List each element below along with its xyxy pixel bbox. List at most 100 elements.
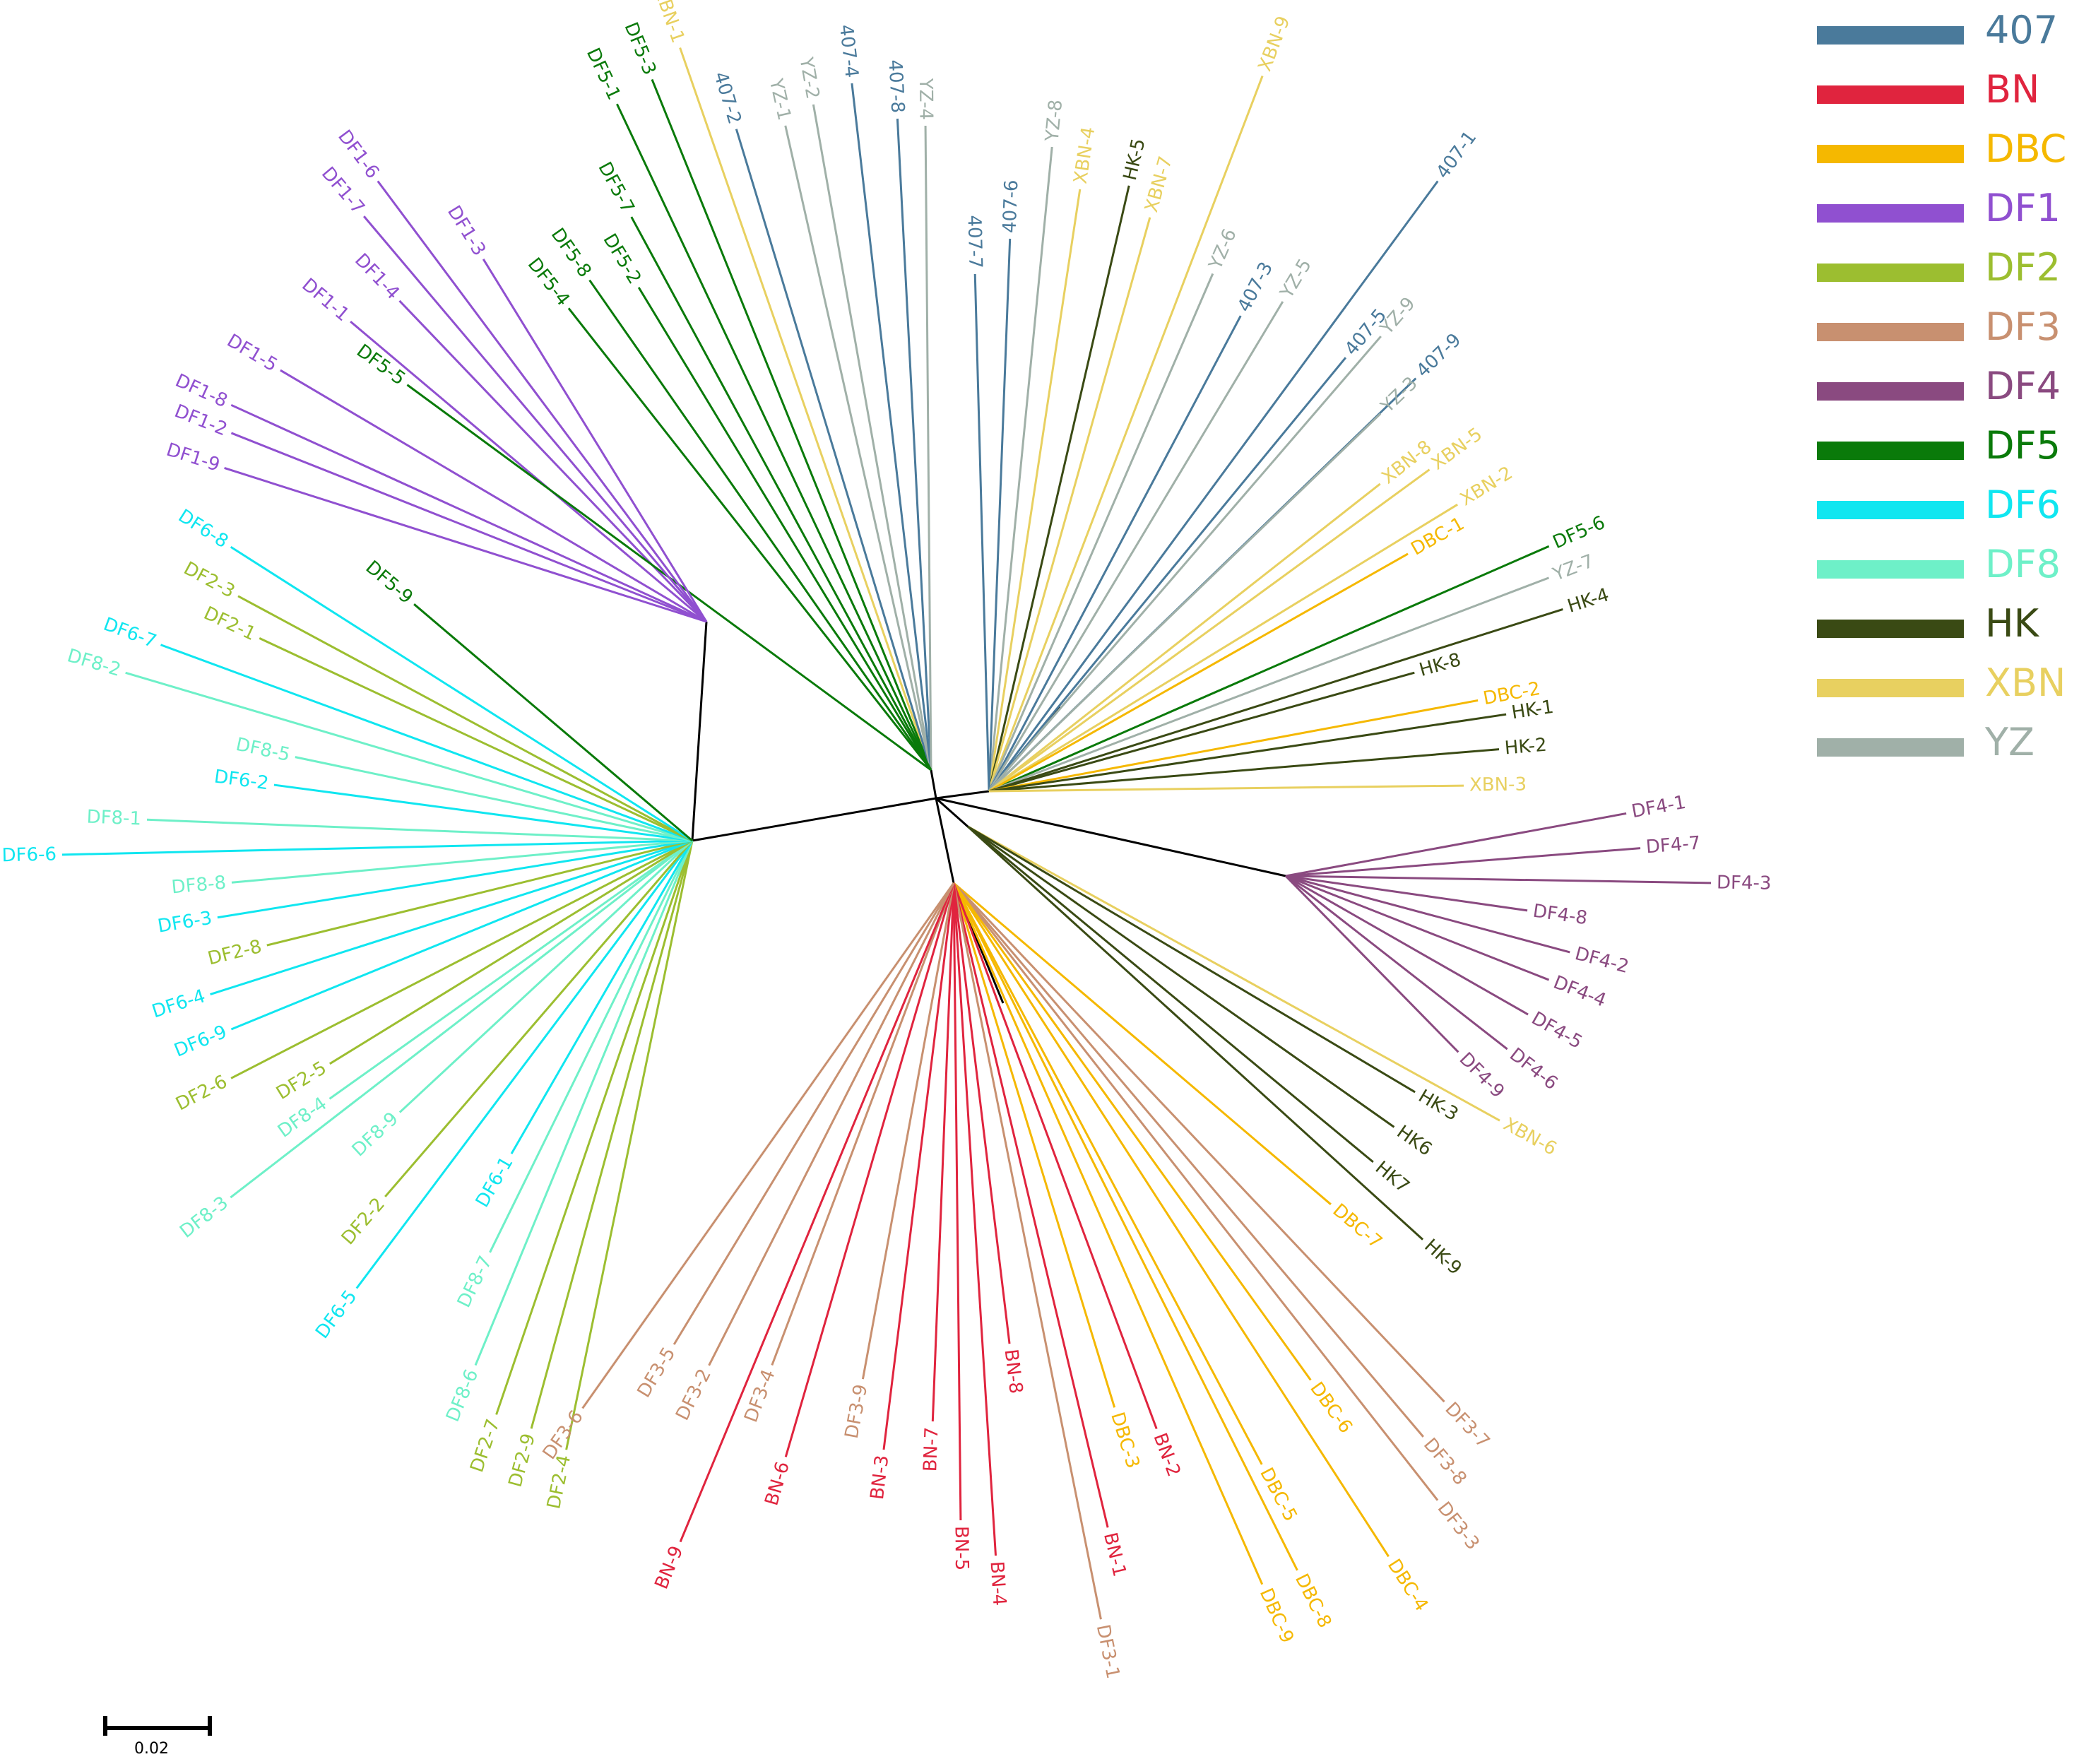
legend: 407 BN DBC DF1 DF2 DF3 DF4 DF5 DF6 DF8 HK XBN YZ: [1808, 0, 2079, 784]
leaf-branch: [952, 882, 1312, 1381]
legend-swatch: [1817, 382, 1964, 401]
leaf-branch: [952, 882, 997, 1556]
leaf-branch: [967, 825, 1374, 1164]
scale-bar-label: 0.02: [134, 1740, 169, 1758]
legend-swatch: [1817, 501, 1964, 519]
leaf-branch: [988, 545, 1550, 793]
leaf-label: BN-4: [986, 1561, 1010, 1606]
leaf-label: 407-1: [1433, 127, 1481, 183]
legend-swatch: [1817, 679, 1964, 697]
internal-branch: [935, 797, 969, 828]
leaf-label: DF8-8: [170, 872, 227, 899]
legend-item-dbc: DBC: [1808, 124, 2077, 174]
leaf-label: DF8-2: [65, 645, 124, 681]
legend-item-df5: DF5: [1808, 421, 2077, 470]
leaf-branch: [259, 637, 693, 842]
leaf-label: YZ-7: [1550, 550, 1597, 585]
leaf-branch: [988, 608, 1563, 793]
leaf-branch: [651, 78, 932, 771]
leaf-branch: [988, 189, 1082, 792]
legend-label: BN: [1985, 67, 2040, 112]
leaf-label: DF5-6: [1550, 512, 1609, 553]
leaf-branch: [329, 839, 693, 1065]
leaf-label: YZ-1: [765, 76, 795, 122]
leaf-branch: [931, 882, 955, 1422]
leaf-branch: [679, 882, 955, 1543]
leaf-branch: [952, 882, 1116, 1408]
tree-branches: [691, 621, 1286, 1004]
leaf-label: DF2-3: [180, 558, 238, 603]
leaf-label: XBN-6: [1500, 1113, 1560, 1159]
leaf-branch: [673, 882, 955, 1345]
leaf-label: DF5-3: [620, 19, 661, 78]
leaf-branch: [273, 783, 693, 842]
leaf-label: DF3-8: [1419, 1434, 1471, 1489]
leaf-label: DF3-4: [740, 1367, 779, 1426]
legend-label: DF3: [1985, 304, 2061, 349]
leaf-label: YZ-8: [1041, 99, 1067, 143]
leaf-label: 407-7: [964, 215, 986, 268]
legend-swatch: [1817, 264, 1964, 282]
leaf-label: DF3-3: [1433, 1498, 1483, 1553]
leaf-label: DF4-1: [1630, 792, 1688, 822]
leaf-branch: [988, 185, 1130, 792]
leaf-label: YZ-5: [1276, 255, 1316, 302]
leaf-branch: [988, 315, 1242, 792]
leaf-branch: [952, 882, 1264, 1585]
leaf-branch: [230, 839, 693, 1199]
leaf-label: BN-3: [867, 1454, 893, 1500]
leaf-label: BN-7: [920, 1426, 942, 1472]
legend-item-df2: DF2: [1808, 243, 2077, 292]
leaf-branch: [495, 840, 694, 1415]
leaf-branch: [708, 882, 955, 1366]
leaf-branch: [1285, 875, 1570, 954]
leaf-label: HK-9: [1420, 1236, 1465, 1279]
leaf-branch: [988, 576, 1550, 793]
legend-item-407: 407: [1808, 6, 2077, 55]
leaf-branch: [988, 552, 1409, 793]
leaf-branch: [1285, 875, 1508, 1050]
leaf-label: DF8-9: [348, 1108, 403, 1161]
leaf-branch: [217, 839, 693, 919]
leaf-branch: [237, 595, 693, 842]
legend-item-hk: HK: [1808, 599, 2077, 649]
leaf-branch: [952, 882, 962, 1521]
legend-label: DF2: [1985, 245, 2061, 290]
leaf-label: HK-5: [1120, 136, 1150, 182]
legend-item-bn: BN: [1808, 65, 2077, 114]
leaf-label: XBN-8: [1378, 437, 1435, 489]
leaf-branch: [1285, 875, 1529, 1016]
leaf-label: HK-2: [1504, 735, 1548, 759]
legend-item-df1: DF1: [1808, 184, 2077, 233]
leaf-branch: [988, 483, 1381, 793]
leaf-label: DF8-7: [454, 1253, 497, 1311]
leaf-branch: [988, 75, 1264, 792]
leaf-branch: [988, 180, 1439, 792]
leaf-label: DF2-1: [201, 603, 259, 645]
leaf-label: DF8-5: [234, 734, 292, 766]
leaf-label: DF5-9: [362, 557, 417, 608]
leaf-label: DF5-7: [593, 158, 638, 216]
leaf-branch: [952, 882, 1439, 1501]
leaf-label: DF6-9: [171, 1022, 230, 1062]
leaf-branch: [377, 180, 708, 622]
leaf-label: DF1-5: [223, 330, 281, 376]
scale-bar-tick-left: [103, 1716, 107, 1736]
legend-item-df4: DF4: [1808, 362, 2077, 411]
leaf-label: BN-1: [1099, 1530, 1130, 1578]
leaf-branch: [581, 882, 955, 1409]
leaf-label: DF6-1: [472, 1153, 518, 1211]
leaf-label: DF3-2: [672, 1366, 716, 1424]
leaf-label: 407-4: [835, 23, 862, 79]
leaf-branch: [988, 784, 1464, 793]
leaf-branch: [510, 840, 694, 1154]
leaf-label: XBN-1: [650, 0, 689, 46]
leaf-label: DF4-6: [1505, 1044, 1562, 1094]
leaf-branch: [988, 671, 1415, 793]
leaf-label: XBN-2: [1457, 462, 1517, 510]
leaf-label: XBN-7: [1141, 154, 1177, 215]
legend-swatch: [1817, 560, 1964, 579]
leaf-label: DF5-2: [598, 230, 645, 288]
leaf-branch: [482, 259, 708, 622]
leaf-branch: [988, 503, 1458, 793]
